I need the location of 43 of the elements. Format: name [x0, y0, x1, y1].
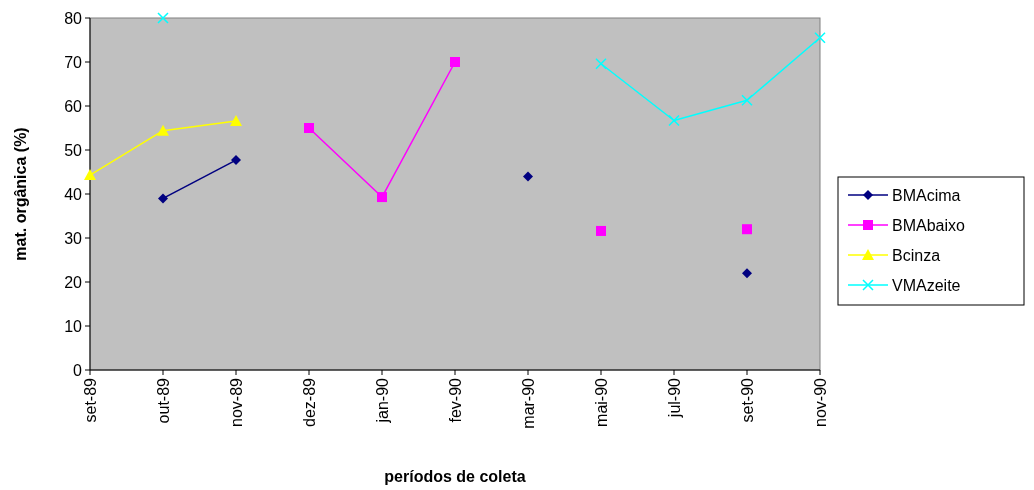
point — [596, 225, 606, 236]
x-tick-label: dez-89 — [300, 377, 318, 427]
point — [450, 57, 460, 67]
legend-label: VMAzeite — [892, 276, 961, 294]
point — [741, 94, 753, 107]
y-tick-label: 80 — [64, 9, 83, 27]
y-tick-label: 40 — [64, 185, 83, 203]
point — [304, 123, 314, 133]
point — [377, 192, 387, 203]
point — [742, 224, 752, 235]
x-tick-label: mar-90 — [519, 377, 537, 429]
legend-label: Bcinza — [892, 246, 941, 264]
x-tick-label: nov-90 — [811, 377, 829, 427]
point — [157, 12, 169, 24]
point — [742, 268, 752, 279]
y-tick-label: 70 — [64, 53, 83, 71]
y-tick-label: 0 — [73, 361, 83, 379]
point — [84, 169, 96, 181]
y-tick-label: 20 — [64, 273, 83, 291]
legend-label: BMAbaixo — [892, 216, 966, 234]
x-tick-label: jul-90 — [665, 377, 683, 419]
y-tick-label: 30 — [64, 229, 83, 247]
x-tick-label: nov-89 — [227, 377, 245, 427]
point — [158, 193, 168, 204]
point — [814, 32, 826, 44]
point — [595, 58, 607, 70]
point — [230, 114, 242, 126]
point — [523, 171, 533, 182]
x-tick-label: set-89 — [81, 377, 99, 423]
x-tick-label: out-89 — [154, 377, 172, 424]
legend-label: BMAcima — [892, 186, 961, 204]
point — [157, 124, 169, 136]
y-tick-label: 50 — [64, 141, 83, 159]
x-axis-title: períodos de coleta — [384, 468, 526, 485]
x-tick-label: set-90 — [738, 377, 756, 423]
point — [668, 114, 680, 127]
y-axis-title: mat. orgânica (%) — [12, 127, 29, 261]
point — [231, 155, 241, 166]
y-tick-label: 10 — [64, 317, 83, 335]
x-tick-label: jan-90 — [373, 377, 391, 424]
x-tick-label: fev-90 — [446, 377, 464, 423]
y-tick-label: 60 — [64, 97, 83, 115]
x-tick-label: mai-90 — [592, 377, 610, 427]
